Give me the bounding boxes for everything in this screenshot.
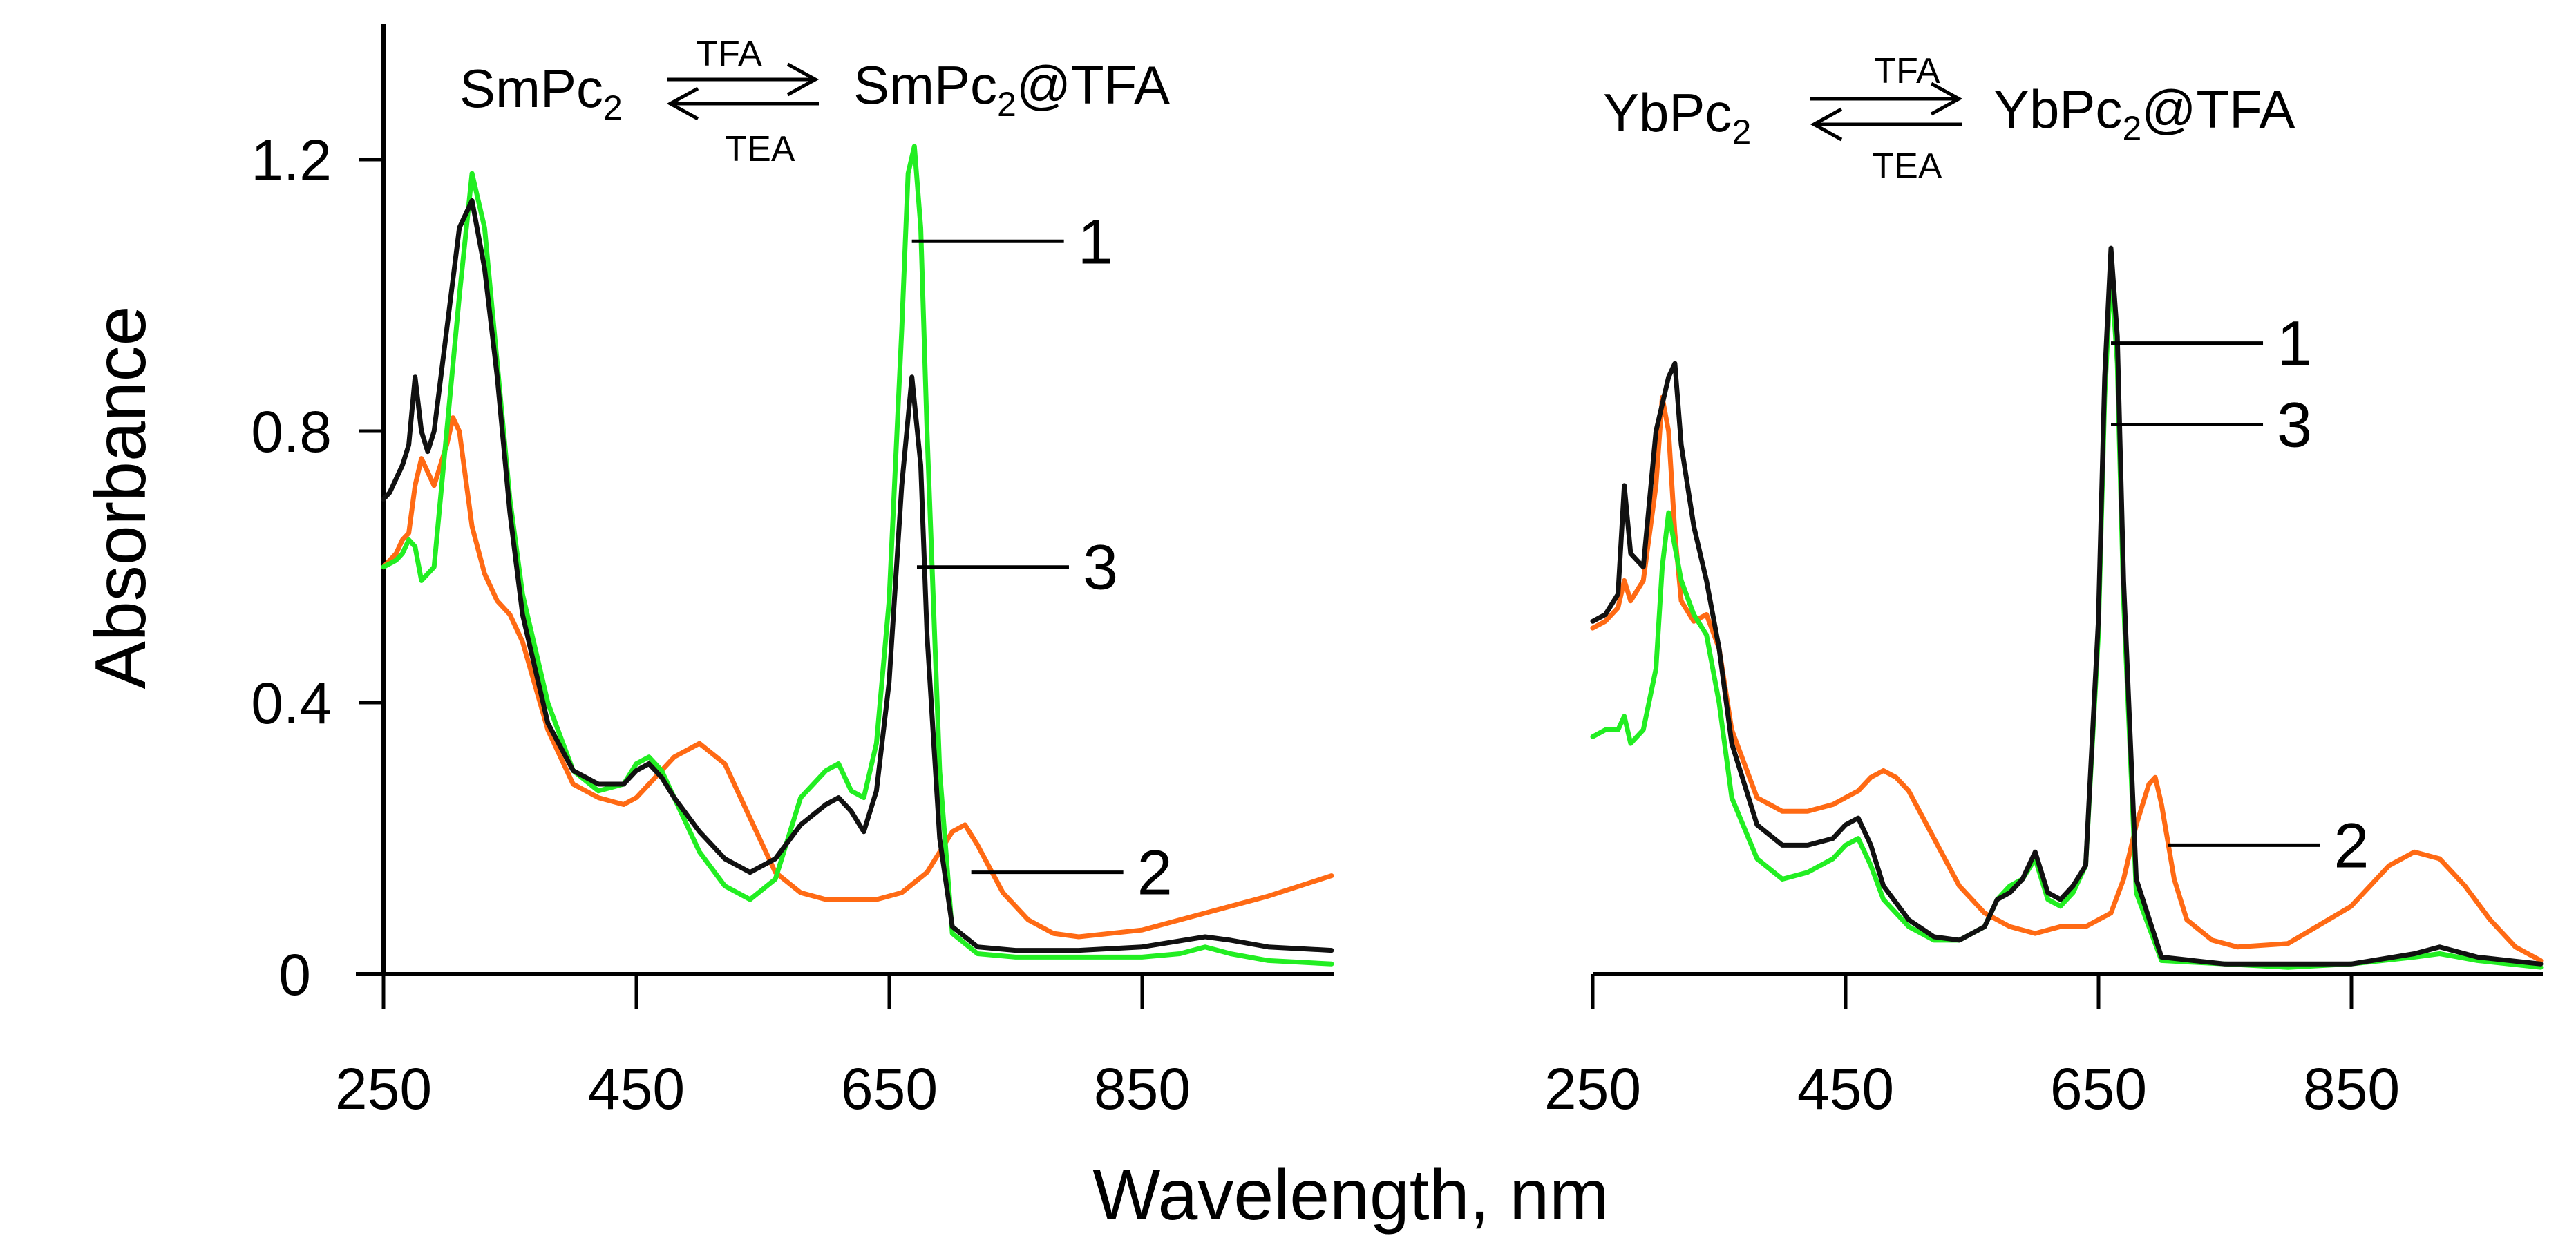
scheme-left-compound: YbPc2	[1603, 82, 1751, 151]
curve-label-1: 1	[2277, 309, 2312, 379]
x-tick-label: 850	[1094, 1056, 1191, 1121]
scheme-reverse-label: TEA	[1872, 146, 1942, 187]
x-axis: 250 450 650 850	[335, 972, 1334, 1121]
scheme-forward-label: TFA	[1874, 51, 1940, 91]
series-layer	[381, 144, 1334, 967]
scheme-forward-label: TFA	[696, 34, 762, 74]
x-tick-label: 250	[1544, 1056, 1641, 1121]
curve-label-3: 3	[1083, 533, 1118, 603]
scheme-reverse-label: TEA	[725, 129, 795, 169]
reaction-scheme: YbPc2 TFA TEA YbPc2@TFA	[1603, 51, 2295, 187]
x-tick-label: 450	[1797, 1056, 1894, 1121]
scheme-forward-arrowhead	[1930, 82, 1963, 116]
curve-label-2: 2	[1137, 838, 1173, 908]
series-line-3	[381, 198, 1334, 953]
x-tick-label: 650	[841, 1056, 938, 1121]
x-tick-label: 650	[2050, 1056, 2147, 1121]
series-line-3	[1590, 245, 2544, 967]
series-layer	[1590, 245, 2544, 970]
panel-smpc2: 0 0.4 0.8 1.2 250 450 650 850 1 3 2 SmPc2 …	[251, 24, 1334, 1121]
x-tick-label: 850	[2303, 1056, 2400, 1121]
curve-label-3: 3	[2277, 390, 2312, 460]
scheme-right-compound: YbPc2@TFA	[1993, 79, 2295, 148]
scheme-left-compound: SmPc2	[460, 58, 623, 127]
x-axis: 250 450 650 850	[1544, 972, 2543, 1121]
scheme-reverse-arrowhead	[666, 86, 699, 121]
curve-labels: 1 3 2	[911, 207, 1173, 908]
reaction-scheme: SmPc2 TFA TEA SmPc2@TFA	[460, 34, 1170, 169]
y-tick-label: 0	[278, 942, 311, 1007]
scheme-right-compound: SmPc2@TFA	[853, 55, 1170, 124]
y-tick-label: 0.8	[251, 399, 332, 464]
y-axis-title: Absorbance	[81, 305, 161, 689]
y-axis: 0 0.4 0.8 1.2	[251, 24, 386, 1007]
x-tick-label: 250	[335, 1056, 432, 1121]
x-tick-label: 450	[588, 1056, 685, 1121]
y-tick-label: 0.4	[251, 671, 332, 736]
y-tick-label: 1.2	[251, 128, 332, 193]
scheme-reverse-arrowhead	[1810, 107, 1843, 142]
series-line-1	[381, 144, 1334, 967]
scheme-forward-arrowhead	[786, 62, 820, 97]
series-line-2	[381, 415, 1334, 940]
x-axis-title: Wavelength, nm	[1092, 1155, 1609, 1235]
curve-label-2: 2	[2333, 810, 2369, 881]
panel-ybpc2: 250 450 650 850 1 3 2 YbPc2 TFA TEA YbPc2@…	[1544, 51, 2544, 1121]
curve-label-1: 1	[1078, 207, 1113, 277]
series-line-2	[1590, 394, 2544, 963]
curve-labels: 1 3 2	[2111, 309, 2369, 881]
